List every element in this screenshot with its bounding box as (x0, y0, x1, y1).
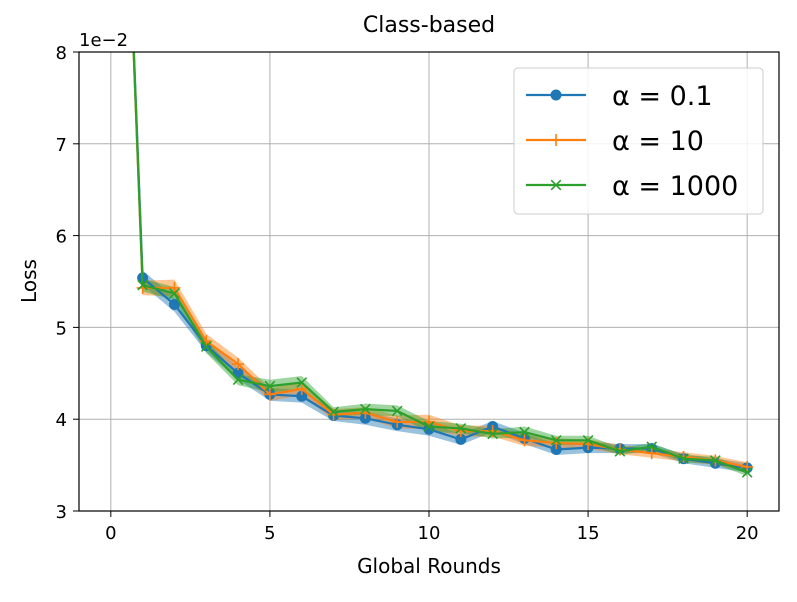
y-tick-label: 4 (56, 410, 67, 431)
marker-stroke (264, 380, 276, 392)
plot-area (132, 52, 754, 478)
marker-stroke (550, 434, 562, 446)
legend-marker (550, 179, 562, 191)
y-tick-label: 6 (56, 227, 67, 248)
x-tick-label: 5 (264, 523, 275, 544)
data-point (200, 341, 212, 353)
data-point (455, 423, 467, 434)
marker-stroke (582, 434, 594, 446)
data-point (263, 388, 276, 401)
data-point (550, 437, 563, 450)
data-point (519, 426, 530, 438)
marker-stroke (359, 403, 371, 415)
marker-stroke (550, 179, 562, 191)
data-point (296, 377, 308, 388)
data-point (264, 380, 276, 392)
x-tick-label: 0 (105, 523, 116, 544)
data-point (295, 382, 308, 395)
legend-label: α = 0.1 (612, 81, 713, 112)
y-tick-label: 3 (56, 502, 67, 523)
y-tick-label: 5 (56, 318, 67, 339)
data-point (646, 441, 658, 453)
marker-stroke (169, 288, 180, 299)
data-point (741, 467, 753, 478)
y-offset-label: 1e−2 (79, 30, 128, 51)
marker-stroke (232, 374, 244, 386)
x-tick-label: 15 (577, 523, 600, 544)
data-point (487, 428, 499, 440)
x-tick-label: 10 (418, 523, 441, 544)
marker-stroke (200, 341, 212, 353)
data-point (678, 453, 689, 465)
marker-stroke (296, 377, 308, 388)
data-point (455, 433, 467, 445)
marker-stroke (391, 405, 403, 417)
data-point (550, 443, 562, 455)
marker-stroke (455, 423, 467, 434)
data-point (454, 425, 467, 438)
marker-stroke (646, 441, 658, 453)
data-point (741, 460, 754, 473)
marker-stroke (709, 455, 721, 466)
marker-stroke (614, 445, 626, 457)
data-point (582, 434, 594, 446)
data-point (550, 434, 562, 446)
data-point (232, 358, 245, 371)
data-point (486, 425, 499, 438)
y-tick-label: 8 (56, 43, 67, 64)
y-axis-label: Loss (17, 259, 41, 303)
y-tick-label: 7 (56, 135, 67, 156)
chart-title: Class-based (363, 13, 495, 38)
data-point (391, 415, 404, 428)
marker-stroke (328, 406, 339, 418)
data-point (296, 390, 308, 402)
legend: α = 0.1 α = 10 α = 1000 (513, 67, 764, 215)
data-point (168, 281, 181, 294)
data-point (709, 455, 721, 466)
data-point (232, 374, 244, 386)
x-tick-label: 20 (736, 523, 759, 544)
data-point (168, 298, 180, 310)
data-point (169, 288, 180, 299)
marker-stroke (423, 421, 435, 432)
marker-stroke (137, 279, 149, 291)
marker-stroke (741, 467, 753, 478)
marker-stroke (487, 428, 499, 440)
x-axis-label: Global Rounds (357, 554, 501, 578)
data-point (614, 445, 626, 457)
legend-frame (513, 67, 764, 215)
data-point (518, 434, 531, 447)
data-point (359, 403, 371, 415)
marker-stroke (678, 453, 689, 465)
data-point (423, 421, 435, 432)
marker-stroke (519, 426, 530, 438)
legend-label: α = 1000 (612, 171, 738, 202)
data-point (391, 405, 403, 417)
data-point (645, 447, 658, 460)
data-point (328, 406, 339, 418)
legend-label: α = 10 (612, 126, 704, 157)
data-point (137, 279, 149, 291)
legend-marker (550, 134, 562, 146)
plot-frame (78, 51, 780, 512)
legend-marker (550, 89, 562, 101)
